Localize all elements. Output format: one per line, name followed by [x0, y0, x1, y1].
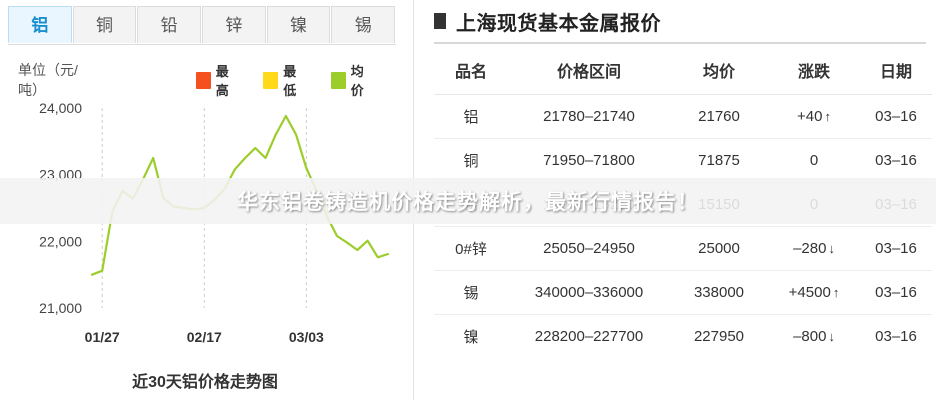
- table-head: 品名 价格区间 均价 涨跌 日期: [434, 48, 932, 95]
- table-row: 铝 21780–21740 21760 +40 ↑ 03–16: [434, 94, 932, 139]
- cell-metal-name: 锡: [434, 270, 508, 315]
- column-header-date: 日期: [860, 48, 932, 95]
- legend-label-avg: 均价: [350, 64, 364, 98]
- cell-average-price: 71875: [670, 138, 768, 183]
- tab-lead[interactable]: 铅: [137, 6, 202, 43]
- cell-change: –280 ↓: [768, 226, 860, 271]
- arrow-down-icon: ↓: [828, 329, 835, 344]
- arrow-up-icon: ↑: [832, 285, 840, 300]
- cell-change: +4500 ↑: [768, 270, 860, 315]
- cell-change: 0: [768, 138, 860, 183]
- y-axis-tick-label: 22,000: [39, 233, 82, 249]
- x-axis-labels: 01/27 02/17 03/03: [85, 329, 324, 345]
- metal-tab-bar: 铝 铜 铅 锌 镍 锡: [8, 6, 396, 45]
- chart-legend: 单位（元/吨） 最高 最低 均价: [18, 62, 398, 98]
- legend-item-high: 最高: [195, 61, 239, 99]
- cell-metal-name: 0#锌: [434, 226, 508, 271]
- chart-caption: 近30天铝价格走势图: [132, 374, 278, 391]
- x-axis-tick-label: 02/17: [187, 329, 222, 345]
- arrow-up-icon: ↑: [824, 109, 831, 124]
- cell-average-price: 21760: [670, 94, 768, 139]
- cell-average-price: 227950: [693, 328, 745, 345]
- cell-price-range: 340000–336000: [508, 270, 670, 315]
- column-header-avg: 均价: [670, 48, 768, 95]
- legend-swatch-high: [195, 71, 211, 89]
- table-row: 镍 228200–227700 227950 –800 ↓ 03–16: [434, 315, 932, 359]
- overlay-banner: 华东铝卷铸造机价格走势解析，最新行情报告！: [0, 178, 936, 224]
- spot-price-title: 上海现货基本金属报价: [456, 12, 661, 35]
- column-header-name: 品名: [434, 48, 508, 95]
- x-axis-tick-label: 01/27: [85, 329, 120, 345]
- cell-date: 03–16: [875, 328, 917, 345]
- x-axis-tick-label: 03/03: [289, 329, 324, 345]
- tab-aluminum[interactable]: 铝: [8, 6, 72, 43]
- cell-average-price: 25000: [670, 226, 768, 271]
- title-marker-icon: [434, 13, 446, 29]
- cell-price-range: 71950–71800: [508, 138, 670, 183]
- cell-average-price: 338000: [670, 270, 768, 315]
- column-header-range: 价格区间: [508, 48, 670, 95]
- y-axis-tick-label: 21,000: [39, 300, 82, 316]
- tab-zinc[interactable]: 锌: [202, 6, 266, 43]
- legend-item-avg: 均价: [330, 61, 374, 99]
- cell-price-range: 228200–227700: [534, 328, 644, 345]
- cell-metal-name: 铝: [434, 94, 508, 139]
- overlay-banner-text: 华东铝卷铸造机价格走势解析，最新行情报告！: [237, 191, 699, 214]
- cell-metal-name: 镍: [463, 329, 479, 346]
- table-row: 铜 71950–71800 71875 0 03–16: [434, 138, 932, 183]
- cell-price-range: 25050–24950: [508, 226, 670, 271]
- title-underline: [434, 42, 926, 44]
- table-row: 锡 340000–336000 338000 +4500 ↑ 03–16: [434, 270, 932, 315]
- legend-label-high: 最高: [215, 64, 229, 98]
- arrow-down-icon: ↓: [828, 241, 835, 256]
- table-row: 0#锌 25050–24950 25000 –280 ↓ 03–16: [434, 226, 932, 271]
- legend-label-low: 最低: [283, 64, 297, 98]
- column-header-change: 涨跌: [768, 48, 860, 95]
- cell-date: 03–16: [860, 226, 932, 271]
- cell-change: –800 ↓: [793, 328, 835, 345]
- y-axis-tick-label: 24,000: [39, 100, 82, 116]
- cell-price-range: 21780–21740: [508, 94, 670, 139]
- tab-tin[interactable]: 锡: [331, 6, 396, 43]
- unit-label: 单位（元/吨）: [18, 62, 78, 98]
- spot-price-header: 上海现货基本金属报价: [434, 6, 661, 36]
- tab-copper[interactable]: 铜: [72, 6, 137, 43]
- legend-swatch-avg: [330, 71, 346, 89]
- table-body: 铝 21780–21740 21760 +40 ↑ 03–16 铜 71950–71800 71…: [434, 94, 932, 359]
- cell-date: 03–16: [860, 94, 932, 139]
- tab-nickel[interactable]: 镍: [266, 6, 331, 43]
- cell-date: 03–16: [860, 138, 932, 183]
- legend-item-low: 最低: [263, 61, 306, 99]
- cell-change: +40 ↑: [768, 94, 860, 139]
- table-header-row: 品名 价格区间 均价 涨跌 日期: [434, 48, 932, 95]
- cell-date: 03–16: [860, 270, 932, 315]
- legend-swatch-low: [263, 71, 279, 89]
- cell-metal-name: 铜: [434, 138, 508, 183]
